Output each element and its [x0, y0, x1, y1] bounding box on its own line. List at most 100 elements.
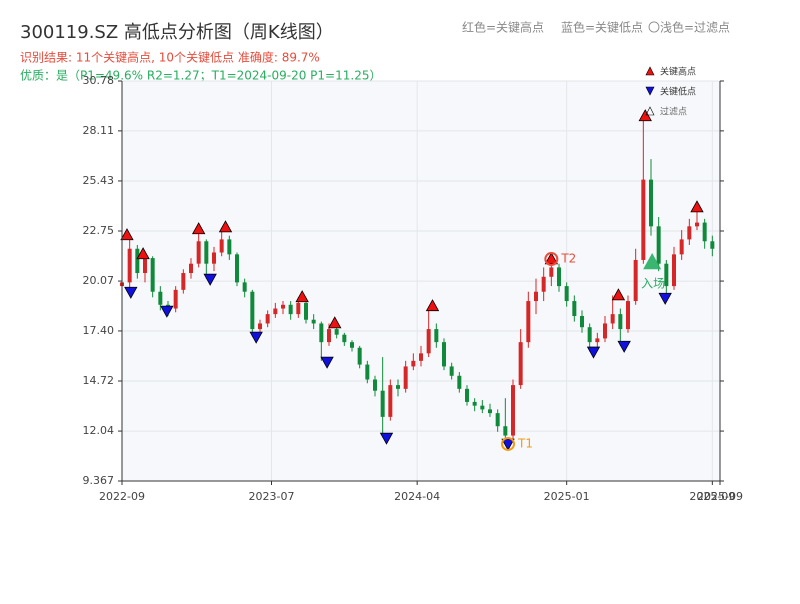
target-circle [544, 252, 559, 267]
key-high-marker [544, 252, 559, 265]
header-note: 红色=关键高点 [462, 20, 544, 35]
key-high-marker [611, 288, 626, 301]
candle-body [534, 291, 538, 302]
subtitle: 识别结果: 11个关键高点, 10个关键低点 准确度: 89.7% [20, 50, 320, 65]
candle-body [227, 239, 232, 255]
key-high-marker [218, 220, 233, 233]
candle-body [150, 258, 155, 292]
candle-body [304, 302, 308, 320]
candle-body [419, 353, 423, 361]
quality-note: 优质：是（P1=49.6% R2=1.27；T1=2024-09-20 P1=1… [20, 69, 381, 83]
candle-body [273, 308, 278, 315]
y-tick-label: 14.72 [83, 374, 115, 387]
x-tick-label: 2023-07 [249, 490, 295, 503]
candle-body [633, 259, 638, 302]
legend-marker [645, 106, 655, 116]
candle-body [250, 291, 255, 330]
candle-body [357, 347, 362, 365]
candle-body [158, 291, 163, 305]
x-tick-label: 2024-04 [394, 490, 440, 503]
key-low-marker [586, 346, 601, 359]
y-tick-label: 12.04 [83, 424, 115, 437]
key-high-marker [191, 222, 206, 235]
candle-body [173, 289, 178, 309]
candle-body [580, 315, 584, 328]
header-note: 〇浅色=过滤点 [648, 21, 730, 35]
candle-body [380, 390, 385, 417]
x-tick-label: 2025-01 [544, 490, 590, 503]
key-high-marker [136, 247, 150, 260]
candle-body [143, 258, 147, 274]
candle-body [626, 301, 630, 330]
candle-body [618, 314, 623, 330]
candle-body [411, 360, 416, 367]
key-high-marker [425, 299, 440, 312]
candle-body [710, 241, 715, 249]
candle-body [610, 314, 615, 324]
candle-body [687, 226, 692, 240]
candle-body [334, 329, 339, 335]
y-tick-label: 30.78 [83, 74, 115, 87]
candle-body [434, 329, 439, 343]
key-low-marker [203, 273, 217, 286]
candle-body [204, 241, 209, 264]
key-low-marker [658, 292, 672, 305]
candle-body [442, 342, 446, 367]
key-high-marker [120, 228, 134, 241]
key-low-marker [501, 438, 515, 451]
candle-body [511, 385, 515, 436]
candle-body [258, 323, 262, 330]
legend-marker [645, 86, 655, 96]
entry-marker [643, 253, 662, 270]
header-note: 蓝色=关键低点 [561, 21, 643, 35]
y-tick-label: 25.43 [83, 174, 115, 187]
candle-body [127, 248, 132, 283]
candle-body [342, 334, 347, 343]
key-low-marker [617, 340, 631, 353]
candle-body [403, 366, 408, 389]
y-tick-label: 22.75 [83, 224, 115, 237]
candle-body [350, 342, 354, 348]
x-tick-label: 2025-09 [697, 490, 743, 503]
candle-body [702, 222, 707, 242]
candle-body [595, 338, 600, 343]
key-low-marker [379, 432, 394, 445]
candle-body [281, 304, 285, 309]
candle-body [656, 226, 661, 264]
candle-body [457, 375, 462, 389]
candle-body [480, 405, 485, 410]
legend-label: 过滤点 [660, 106, 687, 118]
candle-body [641, 179, 646, 260]
y-tick-label: 20.07 [83, 274, 115, 287]
candle-body [564, 286, 569, 302]
target-label: T1 [517, 436, 533, 450]
candle-body [288, 304, 293, 315]
candle-body [587, 327, 592, 343]
candle-body [672, 254, 676, 287]
y-tick-label: 28.11 [83, 124, 115, 137]
candle-body [135, 248, 140, 274]
candle-body [296, 302, 301, 315]
candle-body [327, 329, 331, 343]
candle-body [426, 329, 431, 354]
candle-body [181, 273, 186, 290]
candle-body [189, 263, 193, 274]
candle-body [465, 388, 469, 402]
target-circle [501, 436, 516, 451]
y-tick-label: 9.367 [83, 474, 115, 487]
key-high-marker [295, 290, 309, 303]
candle-body [373, 379, 377, 391]
x-tick-label: 2022-09 [99, 490, 145, 503]
candle-body [311, 319, 316, 324]
legend-marker [645, 66, 655, 76]
candle-body [495, 413, 500, 427]
legend-label: 关键高点 [660, 66, 696, 78]
key-low-marker [320, 356, 334, 369]
x-tick-label: 2025-09 [689, 490, 735, 503]
chart-title: 300119.SZ 高低点分析图（周K线图） [20, 22, 334, 43]
legend-label: 关键低点 [660, 86, 696, 98]
candle-body [572, 301, 577, 316]
candle-body [449, 366, 454, 376]
candle-body [235, 254, 239, 283]
